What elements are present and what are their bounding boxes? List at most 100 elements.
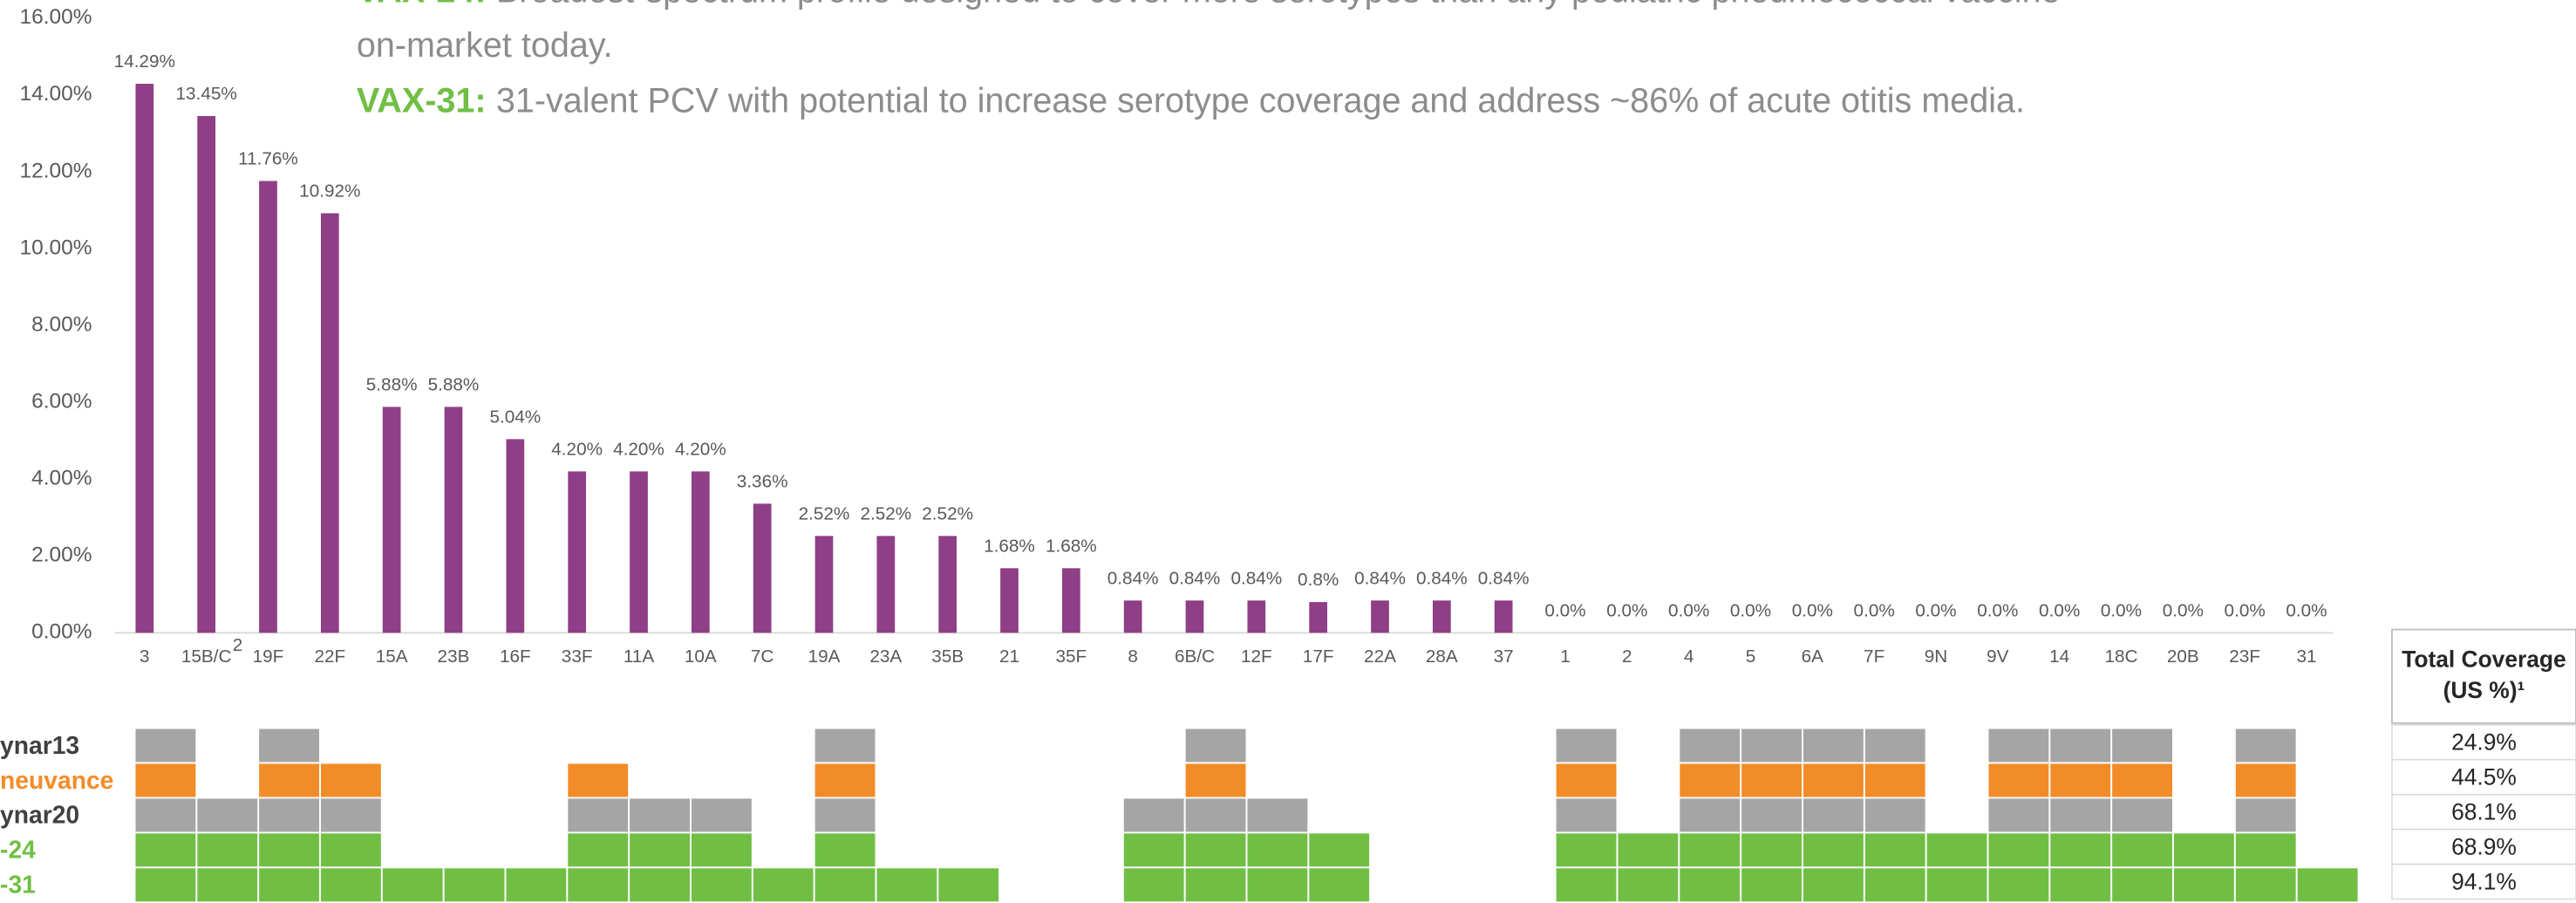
data-label: 0.0% xyxy=(1544,600,1585,620)
coverage-cell xyxy=(442,797,507,834)
coverage-cell xyxy=(1121,797,1186,834)
x-tick-label: 17F xyxy=(1303,646,1334,667)
data-label: 10.92% xyxy=(299,181,360,201)
coverage-cell xyxy=(1245,727,1310,764)
coverage-cell xyxy=(628,831,692,869)
data-label: 0.84% xyxy=(1107,568,1159,588)
statement-lead: VAX-24: xyxy=(357,0,487,10)
coverage-cell xyxy=(751,866,815,903)
coverage-cell xyxy=(133,866,198,903)
x-tick-label: 11A xyxy=(624,646,655,667)
coverage-cell xyxy=(1060,831,1124,869)
coverage-cell xyxy=(937,831,1001,869)
coverage-cell xyxy=(813,727,877,764)
coverage-cell xyxy=(319,831,383,869)
coverage-cell xyxy=(1740,866,1803,903)
coverage-cell xyxy=(875,727,939,764)
bar xyxy=(259,181,277,633)
coverage-cell xyxy=(195,762,260,799)
coverage-cell xyxy=(1987,866,2051,903)
x-tick-label: 31 xyxy=(2296,646,2316,667)
x-tick-label: 23F xyxy=(2229,646,2260,667)
coverage-cell xyxy=(504,762,569,799)
coverage-cell xyxy=(2048,762,2113,799)
coverage-cell xyxy=(1245,866,1310,903)
x-tick-label: 23B xyxy=(438,646,470,667)
coverage-cell xyxy=(195,797,260,834)
bar xyxy=(1061,568,1080,633)
coverage-cell xyxy=(1431,797,1495,834)
x-tick-label: 19A xyxy=(808,646,841,667)
coverage-cell xyxy=(1616,727,1680,764)
coverage-cell xyxy=(1307,831,1372,869)
data-label: 0.84% xyxy=(1169,568,1221,588)
table-header: Total Coverage xyxy=(2402,646,2566,672)
coverage-cell xyxy=(1863,866,1927,903)
table-header: (US %)¹ xyxy=(2443,677,2525,703)
bar xyxy=(1494,600,1513,633)
y-tick-label: 14.00% xyxy=(19,82,92,106)
coverage-cell xyxy=(2172,831,2236,869)
coverage-cell xyxy=(813,762,877,799)
x-tick-label: 22A xyxy=(1364,646,1396,667)
coverage-cell xyxy=(813,866,877,903)
coverage-cell xyxy=(566,727,630,764)
data-label: 0.0% xyxy=(1668,600,1709,620)
coverage-cell xyxy=(813,797,877,834)
coverage-cell xyxy=(380,797,445,834)
x-tick-label: 19F xyxy=(253,646,284,667)
statement-text: Broadest-spectrum profile designed to co… xyxy=(496,0,2061,10)
bar xyxy=(1309,602,1328,633)
row-label: ynar20 xyxy=(0,801,79,829)
coverage-cell xyxy=(875,866,939,903)
data-label: 0.0% xyxy=(1792,600,1833,620)
bar xyxy=(1371,600,1389,633)
coverage-cell xyxy=(1245,797,1310,834)
coverage-cell xyxy=(875,797,939,834)
coverage-cell xyxy=(628,866,692,903)
x-tick-label: 9V xyxy=(1987,646,2009,667)
coverage-cell xyxy=(2110,866,2174,903)
data-label: 5.88% xyxy=(428,374,480,394)
coverage-cell xyxy=(1121,866,1186,903)
coverage-cell xyxy=(1307,866,1372,903)
coverage-cell xyxy=(195,831,260,869)
coverage-cell xyxy=(1987,831,2051,869)
coverage-cell xyxy=(628,762,692,799)
coverage-cell xyxy=(1431,727,1495,764)
x-tick-label: 14 xyxy=(2049,646,2069,667)
data-label: 0.0% xyxy=(2163,600,2204,620)
total-coverage: 24.9% xyxy=(2451,729,2517,756)
coverage-cell xyxy=(2172,866,2236,903)
row-label: -24 xyxy=(0,836,36,864)
statement-lead: VAX-31: xyxy=(357,82,487,120)
data-label: 0.0% xyxy=(2225,600,2266,620)
coverage-cell xyxy=(504,831,569,869)
coverage-cell xyxy=(380,866,445,903)
bar xyxy=(444,407,463,633)
coverage-cell xyxy=(2172,762,2236,799)
coverage-cell xyxy=(1863,727,1927,764)
coverage-cell xyxy=(1060,762,1124,799)
coverage-cell xyxy=(751,762,815,799)
coverage-cell xyxy=(1245,762,1310,799)
coverage-cell xyxy=(1369,831,1433,869)
statement: VAX-31: 31-valent PCV with potential to i… xyxy=(357,82,2025,120)
x-tick-label: 10A xyxy=(685,646,717,667)
coverage-cell xyxy=(380,727,445,764)
coverage-cell xyxy=(998,797,1062,834)
total-coverage: 68.1% xyxy=(2451,798,2517,824)
x-tick-label: 20B xyxy=(2167,646,2199,667)
x-tick-label: 1 xyxy=(1560,646,1571,667)
coverage-cell xyxy=(1183,866,1248,903)
footnote-marker: 2 xyxy=(233,635,243,655)
coverage-cell xyxy=(690,831,753,869)
statement-continuation: on-market today. xyxy=(357,26,613,65)
coverage-cell xyxy=(875,762,939,799)
x-tick-label: 18C xyxy=(2104,646,2137,667)
coverage-cell xyxy=(2233,727,2298,764)
x-tick-label: 21 xyxy=(999,646,1019,667)
data-label: 0.0% xyxy=(2101,600,2142,620)
coverage-cell xyxy=(1616,866,1680,903)
coverage-cell xyxy=(1121,831,1186,869)
